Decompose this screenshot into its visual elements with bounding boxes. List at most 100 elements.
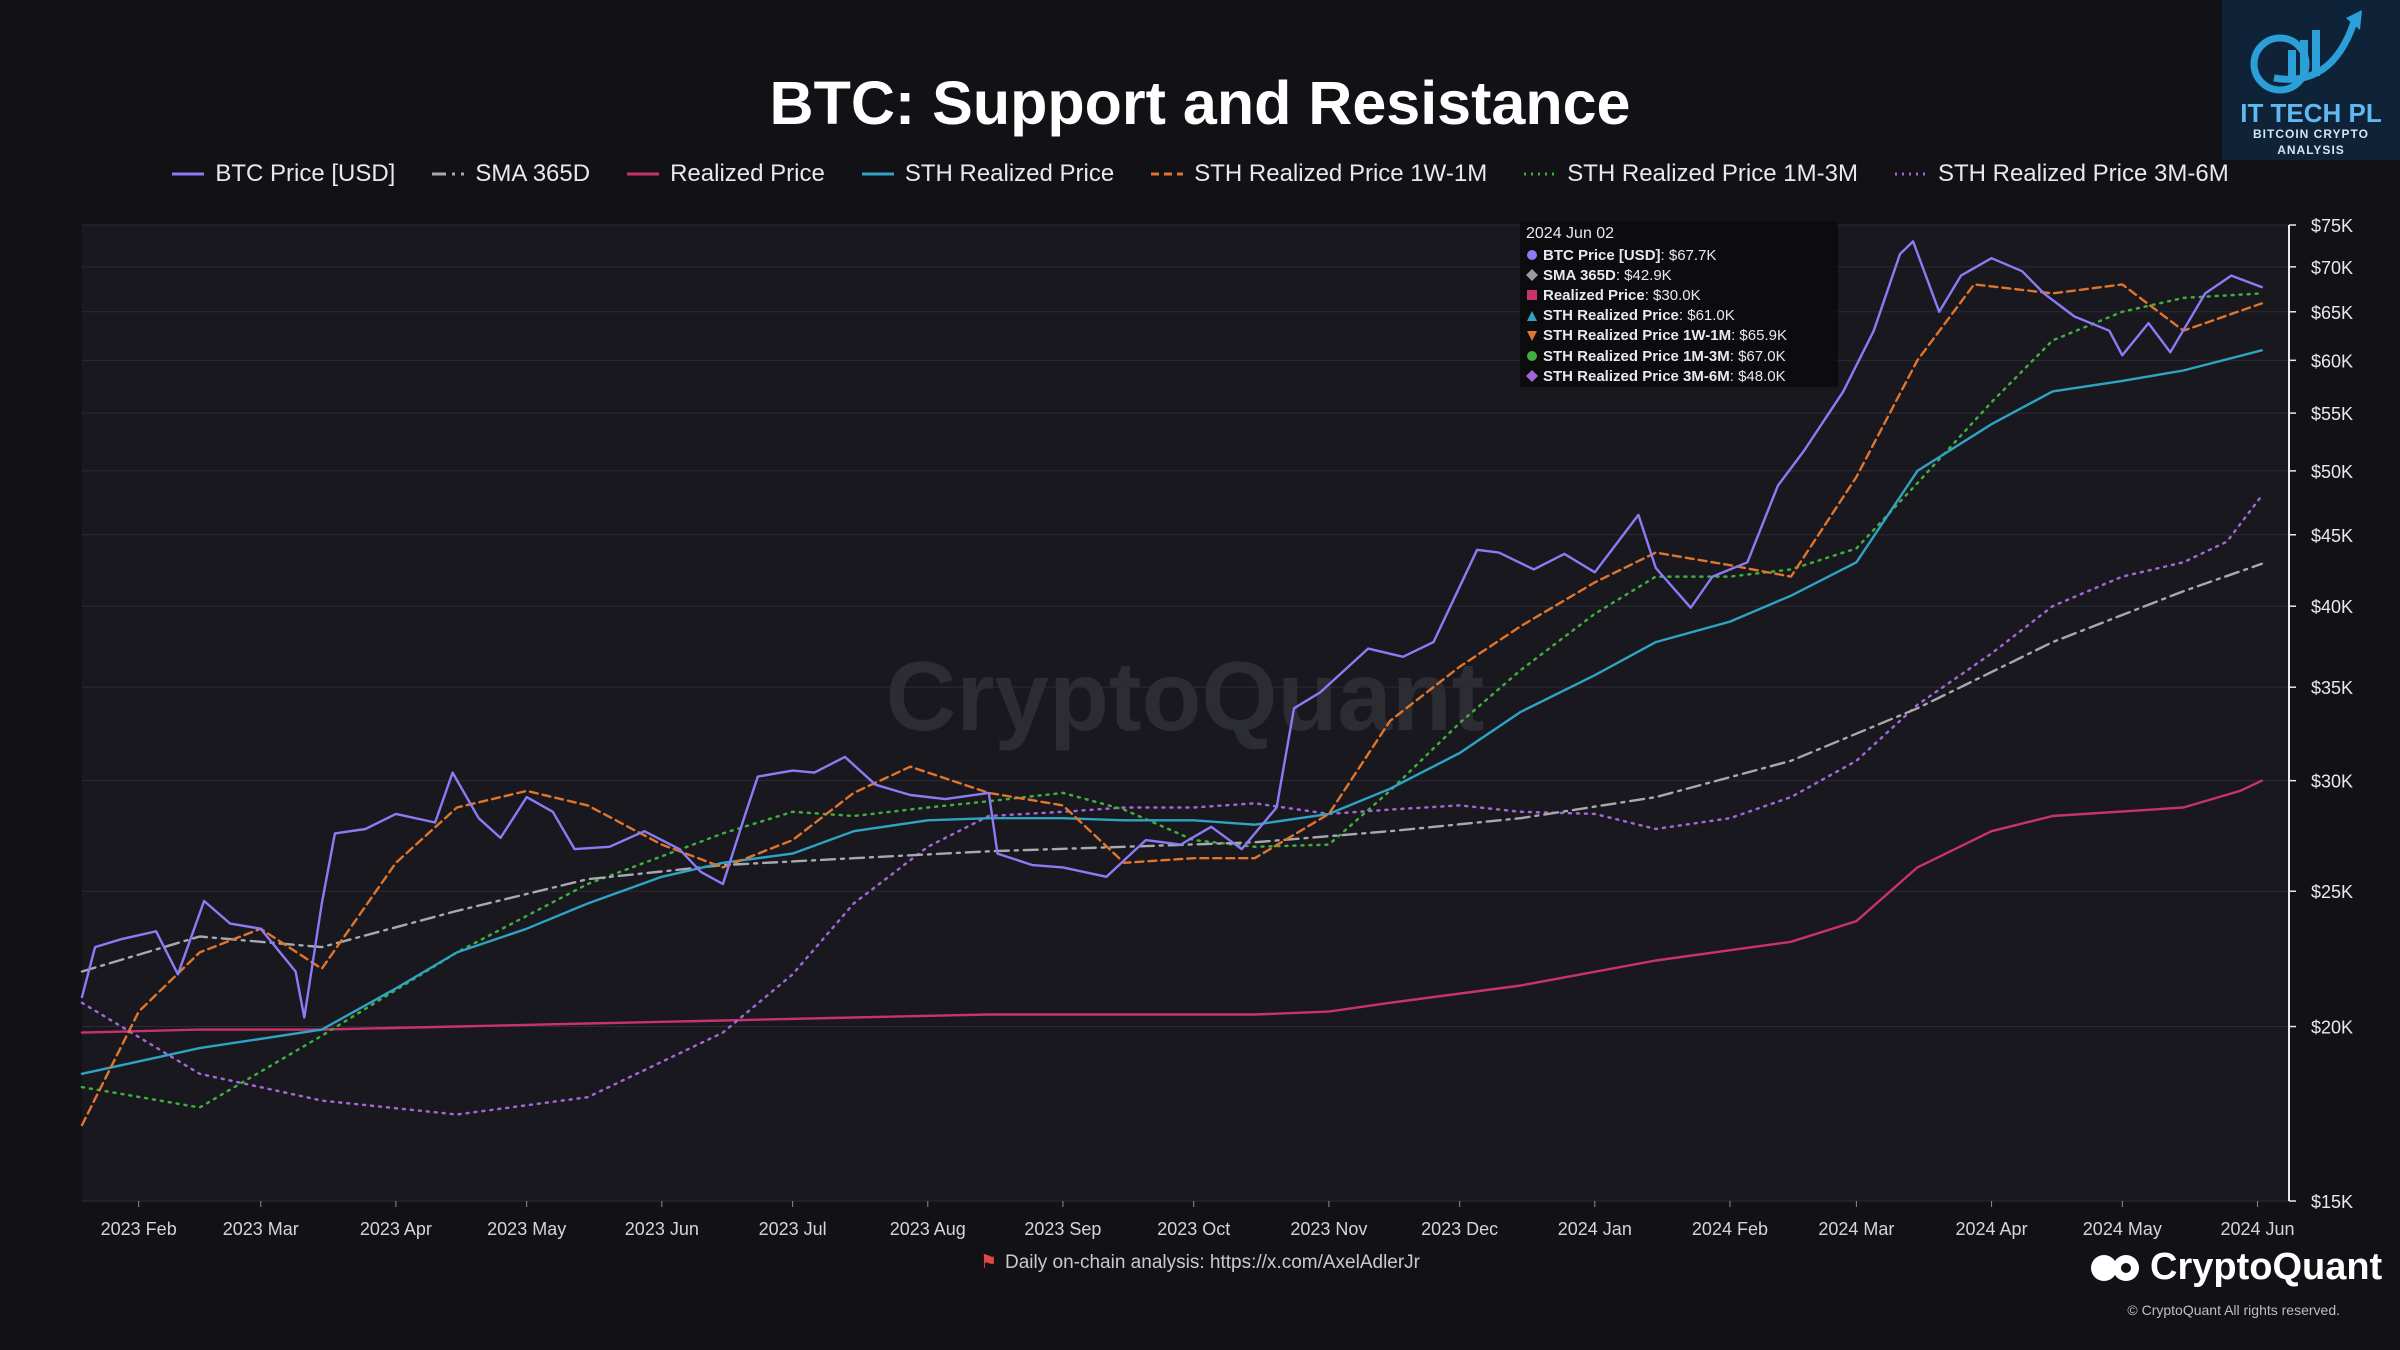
tooltip-row: STH Realized Price 1M-3M: $67.0K <box>1526 346 1838 366</box>
tooltip-label: SMA 365D <box>1543 266 1616 284</box>
tooltip-value: : $65.9K <box>1731 327 1787 345</box>
tooltip-label: Realized Price <box>1543 286 1645 304</box>
tooltip-label: STH Realized Price 1M-3M <box>1543 347 1730 365</box>
tooltip-rows: BTC Price [USD]: $67.7K SMA 365D: $42.9K R… <box>1526 245 1838 386</box>
footer-link-text[interactable]: Daily on-chain analysis: https://x.com/A… <box>1005 1252 1421 1273</box>
copyright: © CryptoQuant All rights reserved. <box>2127 1302 2340 1318</box>
tooltip: 2024 Jun 02 BTC Price [USD]: $67.7K SMA 3… <box>1520 221 1838 387</box>
tooltip-row: Realized Price: $30.0K <box>1526 285 1838 305</box>
legend-swatch-icon <box>432 172 465 176</box>
x-tick-label: 2023 Sep <box>1024 1219 1101 1239</box>
tooltip-value: : $42.9K <box>1615 266 1672 284</box>
series-line-4 <box>80 283 2264 1127</box>
x-tick-label: 2024 Feb <box>1692 1219 1768 1239</box>
tooltip-marker-triangle-icon <box>1527 310 1537 321</box>
tooltip-row: STH Realized Price 1W-1M: $65.9K <box>1526 326 1838 346</box>
chart-title: BTC: Support and Resistance <box>769 69 1631 137</box>
legend-item-1[interactable]: SMA 365D <box>431 156 590 192</box>
tooltip-marker-diamond-icon <box>1526 269 1538 282</box>
legend-item-2[interactable]: Realized Price <box>626 156 825 192</box>
x-tick-label: 2023 Jun <box>625 1219 699 1239</box>
x-tick-label: 2023 Oct <box>1157 1219 1230 1239</box>
chart-growth-icon <box>2250 10 2362 94</box>
legend-swatch-icon <box>1151 172 1184 176</box>
legend-label: STH Realized Price 1W-1M <box>1194 160 1488 187</box>
series-group <box>80 240 2264 1127</box>
x-tick-label: 2023 Apr <box>360 1219 432 1239</box>
y-axis: $15K $20K $25K $30K $35K $40K $45K $50K $55K $60K… <box>2289 216 2353 1212</box>
tooltip-marker-diamond-icon <box>1526 370 1538 383</box>
badge-logo: IT TECH PL BITCOIN CRYPTO ANALYSIS <box>2222 0 2400 160</box>
x-tick-label: 2024 Jan <box>1558 1219 1632 1239</box>
y-tick-label: $60K <box>2311 351 2353 371</box>
tooltip-row: STH Realized Price: $61.0K <box>1526 306 1838 326</box>
tooltip-marker-square-icon <box>1527 290 1537 301</box>
legend-swatch-icon <box>627 172 660 176</box>
series-line-2 <box>80 779 2264 1034</box>
x-tick-label: 2023 Mar <box>223 1219 299 1239</box>
legend: BTC Price [USD] SMA 365D Realized Price STH… <box>0 156 2400 192</box>
tooltip-date: 2024 Jun 02 <box>1526 225 1615 242</box>
footer-link[interactable]: ⚑ Daily on-chain analysis: https://x.com/… <box>0 1251 2400 1274</box>
x-tick-label: 2024 Jun <box>2220 1219 2294 1239</box>
y-tick-label: $75K <box>2311 216 2353 236</box>
x-axis: 2023 Feb 2023 Mar 2023 Apr 2023 May 2023 Jun… <box>101 1201 2295 1239</box>
tooltip-value: : $67.0K <box>1729 347 1786 365</box>
x-tick-label: 2023 Aug <box>890 1219 966 1239</box>
legend-item-0[interactable]: BTC Price [USD] <box>171 156 395 192</box>
y-tick-label: $65K <box>2311 303 2353 323</box>
watermark: CryptoQuant <box>886 641 1485 751</box>
y-tick-label: $55K <box>2311 404 2353 424</box>
legend-swatch-icon <box>1524 172 1557 176</box>
tooltip-value: : $67.7K <box>1660 246 1717 264</box>
y-tick-label: $35K <box>2311 678 2353 698</box>
y-tick-label: $20K <box>2311 1018 2353 1038</box>
badge-subtitle-2: ANALYSIS <box>2277 143 2345 157</box>
grid <box>82 224 2288 1202</box>
legend-label: SMA 365D <box>475 160 591 187</box>
legend-item-6[interactable]: STH Realized Price 3M-6M <box>1894 156 2229 192</box>
tooltip-value: : $61.0K <box>1678 307 1735 325</box>
legend-label: STH Realized Price 1M-3M <box>1567 160 1858 187</box>
flag-icon: ⚑ <box>979 1252 998 1273</box>
legend-label: Realized Price <box>670 160 825 187</box>
legend-swatch-icon <box>861 172 894 176</box>
legend-label: BTC Price [USD] <box>215 160 396 187</box>
tooltip-label: STH Realized Price <box>1543 307 1679 325</box>
brand-logo: CryptoQuant <box>2090 1246 2382 1289</box>
legend-label: STH Realized Price <box>904 160 1115 187</box>
legend-swatch-icon <box>1894 172 1927 176</box>
x-tick-label: 2023 Dec <box>1421 1219 1498 1239</box>
y-tick-label: $45K <box>2311 526 2353 546</box>
y-tick-label: $40K <box>2311 597 2353 617</box>
tooltip-row: SMA 365D: $42.9K <box>1526 265 1838 285</box>
series-line-1 <box>80 562 2264 973</box>
series-line-3 <box>80 349 2264 1076</box>
x-tick-label: 2023 Nov <box>1290 1219 1367 1239</box>
y-tick-label: $50K <box>2311 462 2353 482</box>
x-tick-label: 2023 Jul <box>759 1219 827 1239</box>
series-line-0 <box>80 240 2264 1019</box>
x-tick-label: 2024 May <box>2083 1219 2162 1239</box>
tooltip-label: STH Realized Price 3M-6M <box>1543 367 1730 385</box>
legend-label: STH Realized Price 3M-6M <box>1937 160 2229 187</box>
tooltip-row: BTC Price [USD]: $67.7K <box>1526 245 1838 265</box>
tooltip-marker-circle-icon <box>1527 250 1537 261</box>
tooltip-marker-circle-icon <box>1527 351 1537 362</box>
y-tick-label: $30K <box>2311 772 2353 792</box>
x-tick-label: 2024 Apr <box>1956 1219 2028 1239</box>
tooltip-label: STH Realized Price 1W-1M <box>1543 327 1732 345</box>
badge-subtitle-1: BITCOIN CRYPTO <box>2252 127 2369 141</box>
legend-item-4[interactable]: STH Realized Price 1W-1M <box>1150 156 1487 192</box>
brand-name: CryptoQuant <box>2150 1246 2383 1288</box>
y-tick-label: $25K <box>2311 882 2353 902</box>
tooltip-label: BTC Price [USD] <box>1543 246 1661 264</box>
y-tick-label: $15K <box>2311 1192 2353 1212</box>
legend-item-3[interactable]: STH Realized Price <box>861 156 1114 192</box>
plot-area <box>82 225 2288 1201</box>
badge-title: IT TECH PL <box>2240 98 2382 128</box>
legend-item-5[interactable]: STH Realized Price 1M-3M <box>1523 156 1858 192</box>
legend-swatch-icon <box>172 172 205 176</box>
x-tick-label: 2023 May <box>487 1219 566 1239</box>
